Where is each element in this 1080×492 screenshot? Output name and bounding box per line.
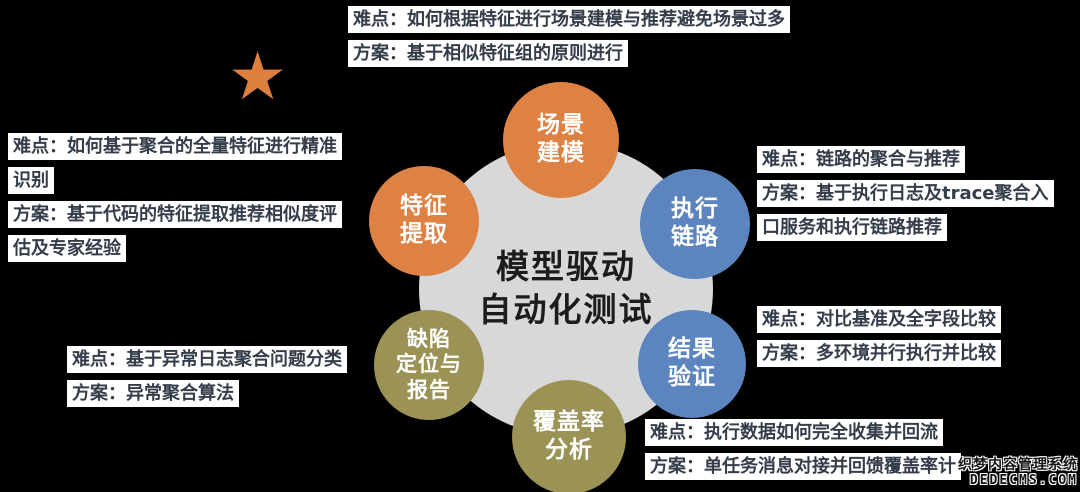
annotation-line: 难点：对比基准及全字段比较: [757, 306, 1001, 333]
annotation-line: 难点：基于异常日志聚合问题分类: [67, 346, 347, 373]
node-label: 提取: [400, 221, 448, 247]
node-scenario-modeling: 场景 建模: [503, 82, 619, 198]
annotation-line: 方案：单任务消息对接并回馈覆盖率计: [645, 453, 961, 480]
node-label: 验证: [668, 364, 716, 390]
watermark-text-en: DEDECMS.COM: [969, 472, 1078, 488]
node-label: 链路: [671, 224, 719, 250]
node-label: 结果: [668, 336, 716, 363]
center-title-line: 自动化测试: [478, 290, 654, 329]
annotation-line: 方案：基于执行日志及trace聚合入: [757, 180, 1054, 207]
watermark-text-cn: 织梦内容管理系统: [958, 457, 1078, 474]
annotation-line: 估及专家经验: [8, 235, 126, 262]
annotation-line: 难点：执行数据如何完全收集并回流: [645, 419, 943, 446]
node-feature-extraction: 特征 提取: [369, 166, 479, 276]
node-defect-location-report: 缺陷 定位与 报告: [374, 310, 484, 420]
node-execution-link: 执行 链路: [640, 169, 750, 279]
node-label: 执行: [671, 196, 719, 223]
node-label: 报告: [407, 377, 451, 402]
annotation-line: 识别: [8, 167, 54, 194]
node-label: 特征: [400, 193, 448, 220]
annotation-defect-location: 难点：基于异常日志聚合问题分类 方案：异常聚合算法: [67, 346, 347, 414]
star-icon: ★: [228, 38, 288, 115]
annotation-execution-link: 难点：链路的聚合与推荐 方案：基于执行日志及trace聚合入 口服务和执行链路推…: [757, 146, 1054, 248]
annotation-line: 口服务和执行链路推荐: [757, 214, 947, 241]
annotation-line: 难点：如何基于聚合的全量特征进行精准: [8, 133, 342, 160]
center-title-line: 模型驱动: [496, 247, 636, 287]
node-label: 缺陷: [407, 327, 451, 352]
node-label: 定位与: [396, 352, 462, 377]
annotation-line: 难点：如何根据特征进行场景建模与推荐避免场景过多: [348, 6, 790, 33]
node-label: 分析: [545, 437, 593, 463]
annotation-feature-extraction: 难点：如何基于聚合的全量特征进行精准 识别 方案：基于代码的特征提取推荐相似度评…: [8, 133, 342, 269]
annotation-line: 难点：链路的聚合与推荐: [757, 146, 965, 173]
watermark: 织梦内容管理系统 DEDECMS.COM: [958, 457, 1078, 488]
annotation-coverage-analysis: 难点：执行数据如何完全收集并回流 方案：单任务消息对接并回馈覆盖率计: [645, 419, 961, 487]
annotation-line: 方案：基于代码的特征提取推荐相似度评: [8, 201, 342, 228]
node-coverage-analysis: 覆盖率 分析: [512, 380, 626, 492]
annotation-scenario-modeling: 难点：如何根据特征进行场景建模与推荐避免场景过多 方案：基于相似特征组的原则进行: [348, 6, 790, 74]
annotation-line: 方案：基于相似特征组的原则进行: [348, 40, 628, 67]
node-label: 场景: [537, 112, 585, 139]
node-result-verification: 结果 验证: [638, 310, 746, 418]
annotation-line: 方案：多环境并行执行并比较: [757, 340, 1001, 367]
annotation-line: 方案：异常聚合算法: [67, 380, 239, 407]
node-label: 建模: [537, 140, 585, 166]
annotation-result-verification: 难点：对比基准及全字段比较 方案：多环境并行执行并比较: [757, 306, 1001, 374]
node-label: 覆盖率: [533, 409, 605, 436]
